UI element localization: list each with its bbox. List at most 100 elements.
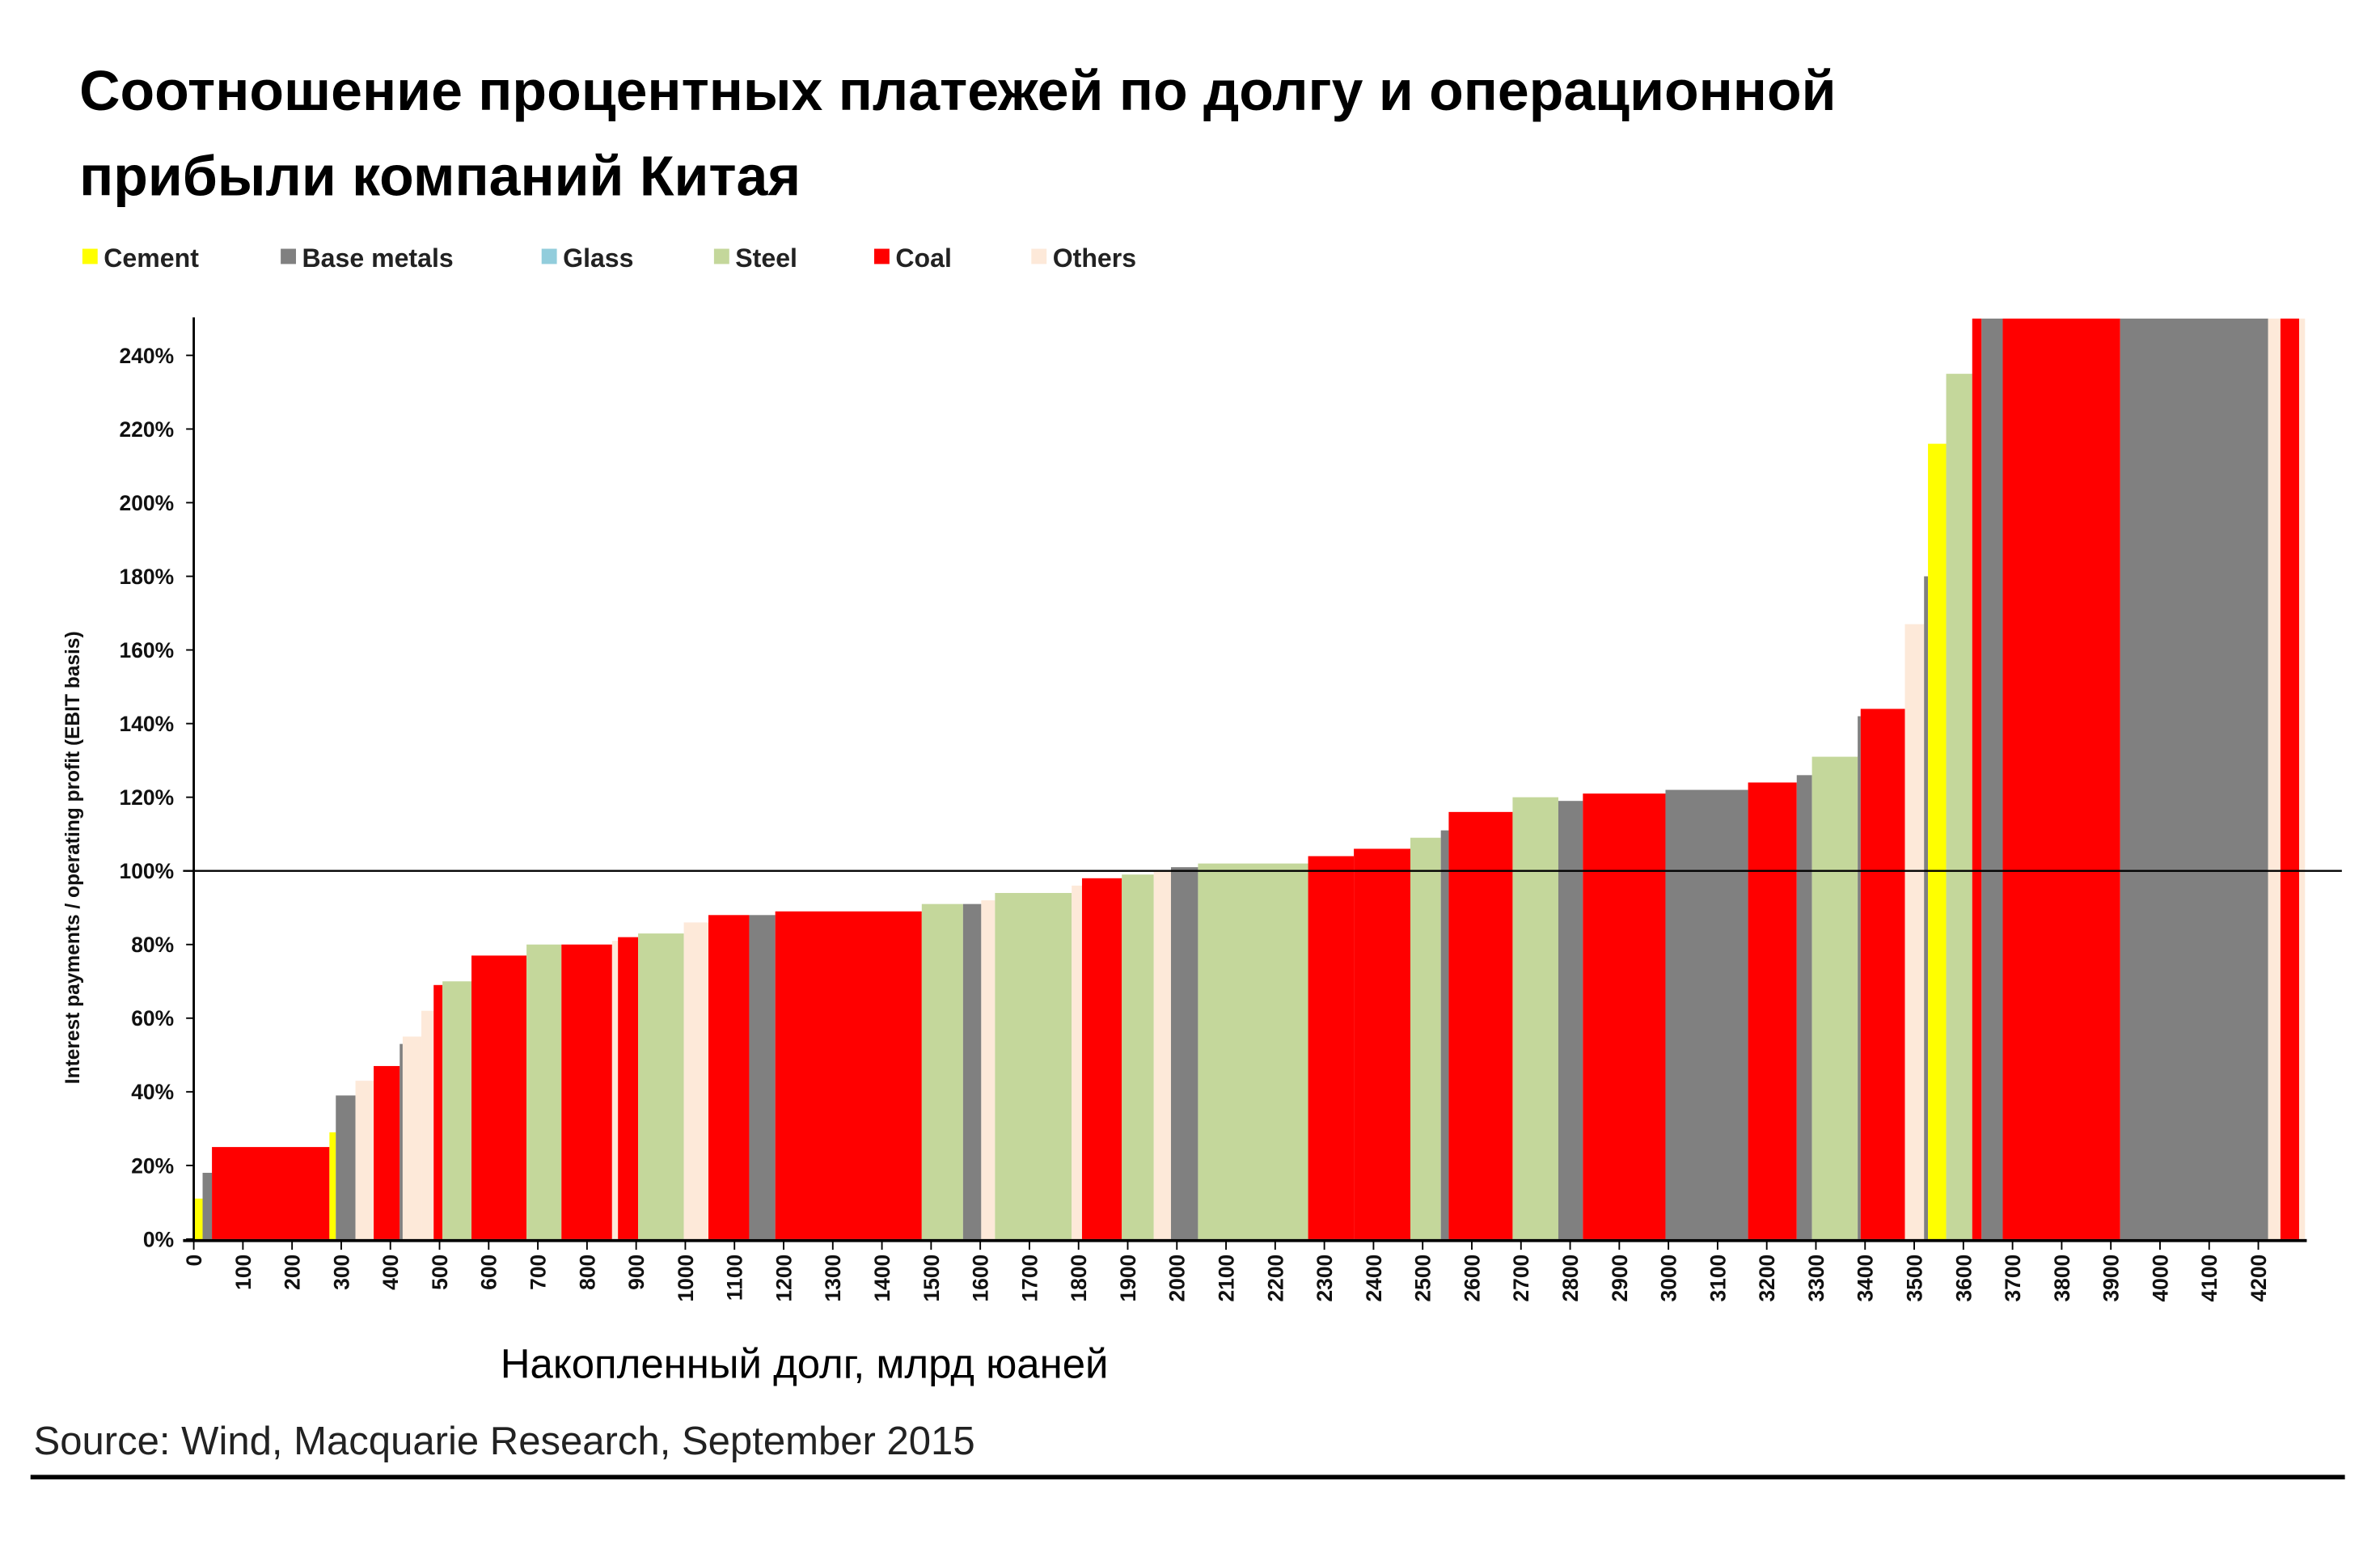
- bar-coal: [1081, 878, 1122, 1239]
- bar-base-metals: [1665, 789, 1748, 1239]
- x-axis-ticks: 0 100 200 300 400 500 600 700 800 900 1000 1100 1200…: [182, 1240, 2271, 1302]
- legend-label: Coal: [895, 243, 951, 273]
- bar-cement: [1928, 443, 1947, 1239]
- bar-base-metals: [1170, 867, 1198, 1239]
- bar-base-metals: [1558, 801, 1583, 1239]
- bar-base-metals: [1796, 775, 1812, 1239]
- x-tick-label: 3200: [1755, 1255, 1779, 1302]
- y-tick-label: 120%: [120, 785, 175, 810]
- legend-swatch-steel: [713, 248, 729, 264]
- x-tick-label: 1500: [919, 1255, 944, 1302]
- x-tick-label: 700: [526, 1255, 551, 1290]
- bar-coal: [1354, 848, 1411, 1239]
- bar-others: [1072, 885, 1082, 1239]
- bar-steel: [921, 903, 963, 1239]
- x-axis-title: Накопленный долг, млрд юаней: [501, 1341, 1109, 1387]
- x-tick-label: 2300: [1313, 1255, 1337, 1302]
- bar-coal: [374, 1065, 400, 1239]
- x-tick-label: 3100: [1706, 1255, 1730, 1302]
- x-tick-label: 600: [477, 1255, 501, 1290]
- legend-swatch-glass: [541, 248, 557, 264]
- bar-base-metals: [336, 1095, 356, 1239]
- bar-base-metals: [1440, 830, 1449, 1239]
- x-tick-label: 1100: [723, 1255, 747, 1301]
- bar-coal: [2280, 318, 2299, 1239]
- bar-cement: [329, 1132, 336, 1239]
- bar-others: [2298, 318, 2306, 1239]
- x-tick-label: 4100: [2197, 1255, 2221, 1302]
- bar-others: [2268, 318, 2281, 1239]
- bar-others: [683, 922, 709, 1239]
- bar-others: [421, 1010, 434, 1239]
- bar-base-metals: [1924, 576, 1929, 1239]
- x-tick-label: 3400: [1854, 1255, 1878, 1302]
- bar-steel: [1811, 756, 1858, 1239]
- y-tick-label: 140%: [120, 712, 175, 736]
- x-tick-label: 1600: [969, 1255, 993, 1302]
- x-tick-label: 2200: [1263, 1255, 1287, 1302]
- chart-title-line2: прибыли компаний Китая: [79, 145, 801, 208]
- x-tick-label: 300: [329, 1255, 353, 1290]
- bar-coal: [1860, 709, 1905, 1239]
- x-tick-label: 200: [281, 1255, 305, 1290]
- legend-label: Others: [1053, 243, 1136, 273]
- x-tick-label: 1200: [771, 1255, 796, 1302]
- y-tick-label: 220%: [120, 417, 175, 442]
- y-axis-title: Interest payments / operating profit (EB…: [62, 631, 84, 1084]
- x-tick-label: 3300: [1804, 1255, 1828, 1302]
- legend-swatch-others: [1031, 248, 1047, 264]
- y-tick-label: 240%: [120, 344, 175, 368]
- bar-coal: [1972, 318, 1982, 1239]
- x-tick-label: 100: [231, 1255, 256, 1290]
- bar-coal: [775, 911, 922, 1239]
- x-tick-label: 3600: [1951, 1255, 1976, 1302]
- bar-others: [1153, 870, 1171, 1239]
- bar-coal: [708, 915, 750, 1239]
- x-tick-label: 2900: [1608, 1255, 1632, 1302]
- x-tick-label: 1400: [870, 1255, 894, 1302]
- x-tick-label: 1800: [1067, 1255, 1091, 1302]
- bar-base-metals: [399, 1043, 403, 1239]
- bar-others: [981, 900, 996, 1239]
- x-tick-label: 2500: [1411, 1255, 1435, 1302]
- bar-steel: [1410, 837, 1441, 1239]
- chart-title-line1: Соотношение процентных платежей по долгу…: [79, 59, 1836, 122]
- y-tick-label: 40%: [131, 1080, 174, 1104]
- bar-base-metals: [2120, 318, 2268, 1239]
- bar-steel: [526, 944, 562, 1239]
- x-tick-label: 2700: [1509, 1255, 1533, 1302]
- x-tick-label: 4200: [2247, 1255, 2271, 1302]
- bar-coal: [471, 955, 527, 1239]
- bar-coal: [212, 1147, 330, 1239]
- x-tick-label: 1700: [1017, 1255, 1042, 1302]
- bar-others: [1904, 624, 1925, 1239]
- bar-base-metals: [749, 915, 776, 1239]
- x-tick-label: 500: [428, 1255, 452, 1290]
- bar-base-metals: [1858, 716, 1861, 1239]
- bar-base-metals: [202, 1172, 213, 1239]
- x-tick-label: 3700: [2001, 1255, 2025, 1302]
- bar-coal: [1583, 793, 1666, 1239]
- bar-steel: [1946, 374, 1972, 1239]
- bar-others: [611, 941, 619, 1239]
- x-tick-label: 0: [182, 1255, 206, 1267]
- bars: [193, 318, 2306, 1239]
- x-tick-label: 2400: [1362, 1255, 1386, 1302]
- bar-coal: [618, 937, 639, 1239]
- x-tick-label: 900: [624, 1255, 649, 1290]
- x-tick-label: 2600: [1460, 1255, 1484, 1302]
- x-tick-label: 1300: [821, 1255, 845, 1302]
- x-tick-label: 400: [378, 1255, 403, 1290]
- legend-label: Steel: [735, 243, 797, 273]
- x-tick-label: 2000: [1165, 1255, 1190, 1302]
- y-tick-label: 0%: [143, 1227, 174, 1251]
- bar-steel: [995, 892, 1072, 1239]
- bar-steel: [1512, 797, 1558, 1239]
- y-tick-label: 180%: [120, 565, 175, 589]
- bar-coal: [1448, 811, 1513, 1239]
- bar-coal: [1308, 856, 1355, 1239]
- bar-steel: [1122, 874, 1154, 1239]
- legend-swatch-coal: [873, 248, 890, 264]
- bar-steel: [442, 981, 472, 1239]
